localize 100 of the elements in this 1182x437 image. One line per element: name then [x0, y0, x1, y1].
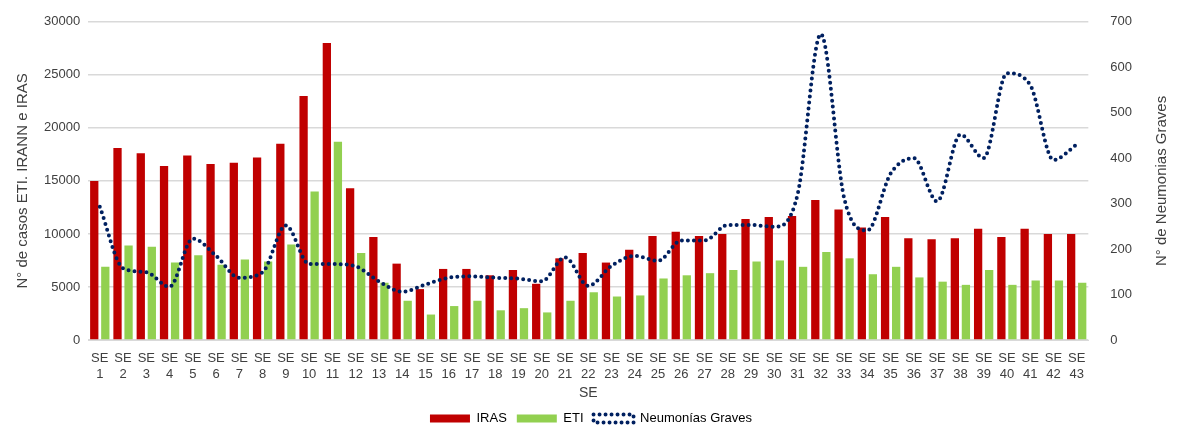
y-tick-label: 30000 [43, 13, 81, 29]
bar [543, 312, 552, 340]
x-tick-label: SE 25 [649, 350, 668, 381]
y2-tick-label: 100 [1110, 286, 1133, 302]
bar [462, 268, 471, 340]
x-tick-label: SE 13 [370, 350, 388, 381]
x-tick-label: SE 12 [346, 350, 365, 381]
x-tick-label: SE 5 [184, 350, 202, 381]
bar [718, 233, 727, 340]
bar [1054, 280, 1064, 340]
bar [392, 263, 401, 340]
x-tick-label: SE 3 [137, 350, 156, 381]
bar [845, 258, 854, 340]
bar [217, 264, 226, 340]
x-tick-label: SE 28 [719, 350, 737, 381]
bar [857, 227, 866, 340]
x-tick-label: SE 24 [626, 350, 644, 381]
bar [426, 314, 436, 340]
bar [194, 255, 203, 340]
bar [636, 295, 645, 340]
bar [811, 199, 820, 340]
bar [694, 236, 704, 340]
bar [496, 310, 505, 340]
legend-label: Neumonías Graves [640, 410, 753, 426]
x-tick-label: SE 11 [323, 350, 342, 381]
bar [532, 283, 541, 340]
bar [671, 231, 680, 340]
bar [950, 238, 959, 340]
bar [147, 246, 156, 340]
bar [705, 273, 715, 340]
bar [752, 261, 761, 340]
x-tick-label: SE 17 [463, 350, 481, 381]
bar [891, 266, 901, 340]
x-tick-label: SE 19 [509, 350, 528, 381]
x-tick-label: SE 31 [788, 350, 807, 381]
bar [101, 266, 110, 340]
y-tick-label: 20000 [43, 119, 81, 135]
x-tick-label: SE 6 [207, 350, 226, 381]
bar [183, 155, 192, 340]
bar [659, 278, 668, 340]
bar [601, 262, 611, 340]
bar [612, 296, 622, 340]
bar [834, 209, 843, 340]
bar [1020, 228, 1029, 340]
y2-tick-label: 600 [1110, 58, 1133, 74]
x-tick-label: SE 42 [1044, 350, 1063, 381]
bar [927, 239, 936, 340]
bar [648, 236, 657, 340]
bar [170, 262, 180, 340]
x-tick-label: SE 15 [416, 350, 435, 381]
bar [985, 270, 994, 340]
bar [450, 306, 459, 340]
x-tick-label: SE 41 [1021, 350, 1040, 381]
x-tick-label: SE 7 [230, 350, 249, 381]
y2-tick-label: 400 [1110, 149, 1133, 165]
bar [764, 216, 773, 340]
bar [159, 166, 169, 340]
bar [904, 238, 913, 340]
bar [276, 143, 285, 340]
x-tick-label: SE 32 [812, 350, 830, 381]
x-tick-label: SE 2 [114, 350, 133, 381]
bar [566, 300, 575, 340]
x-tick-label: SE 34 [858, 350, 877, 381]
bar [322, 43, 331, 340]
x-tick-label: SE 29 [742, 350, 761, 381]
x-axis-title: SE [578, 384, 598, 401]
y2-tick-label: 200 [1110, 240, 1133, 256]
bar [333, 141, 343, 340]
bar [415, 289, 425, 340]
bar [589, 292, 598, 340]
bar [124, 245, 133, 340]
y2-tick-label: 0 [1110, 331, 1118, 347]
bar [625, 249, 634, 340]
bar [997, 237, 1006, 340]
x-tick-label: SE 9 [277, 350, 295, 381]
bar [938, 281, 947, 340]
bar [252, 157, 262, 340]
bar [1078, 282, 1087, 340]
bar [439, 268, 448, 340]
bar [263, 261, 273, 340]
bar [741, 219, 750, 340]
bar [90, 180, 99, 340]
y2-axis-title: N° de Neumonias Graves [1152, 95, 1170, 267]
bar [380, 282, 389, 340]
bar [345, 188, 355, 340]
bar [136, 153, 145, 340]
line-series [97, 32, 1079, 294]
bar [1031, 280, 1040, 340]
bar [240, 259, 249, 340]
bar [1008, 284, 1017, 340]
y-tick-label: 15000 [43, 172, 81, 188]
x-tick-label: SE 38 [951, 350, 970, 381]
bar [369, 237, 378, 340]
x-tick-label: SE 35 [881, 350, 900, 381]
x-tick-label: SE 40 [998, 350, 1016, 381]
x-tick-label: SE 43 [1068, 350, 1086, 381]
bar [822, 251, 831, 340]
bar [403, 300, 412, 340]
bar [519, 308, 529, 340]
bar [880, 216, 890, 340]
